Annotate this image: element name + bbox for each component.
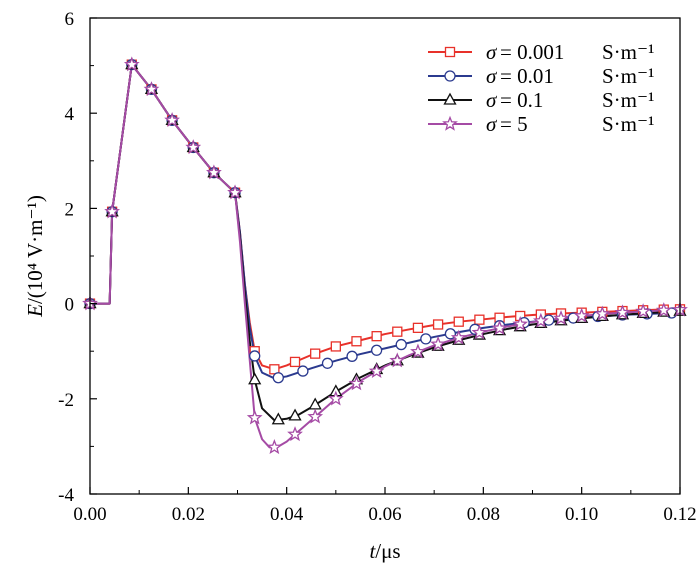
y-tick-label: 0 xyxy=(65,295,75,316)
series-2-point-12 xyxy=(321,357,334,369)
legend-item-2: σ = 0.01 S·m⁻¹ xyxy=(428,64,654,88)
series-4-point-3 xyxy=(123,56,140,72)
legend-value: = 0.001 xyxy=(500,40,564,64)
x-tick-label: 0.12 xyxy=(663,504,696,525)
x-tick-label: 0.04 xyxy=(270,504,304,525)
series-line-4 xyxy=(90,63,681,449)
legend-value: = 0.01 xyxy=(500,64,554,88)
legend-unit: S·m⁻¹ xyxy=(602,88,654,112)
series-1-point-20 xyxy=(474,314,485,325)
series-line-2 xyxy=(90,63,681,380)
series-4-point-7 xyxy=(206,164,222,180)
series-4-point-13 xyxy=(327,390,344,406)
series-4-point-9 xyxy=(246,409,263,425)
legend: σ = 0.001 S·m⁻¹σ = 0.01 S·m⁻¹σ = 0.1 S·m⁻¹σ = 5… xyxy=(428,40,654,136)
series-4-point-8 xyxy=(227,184,243,200)
series-4-point-25 xyxy=(573,307,590,323)
series-4-point-19 xyxy=(450,329,467,345)
series-1-point-11 xyxy=(289,356,301,368)
series-4-point-6 xyxy=(185,139,202,155)
x-tick-label: 0.06 xyxy=(368,504,401,525)
legend-value: = 0.1 xyxy=(500,88,543,112)
legend-marker xyxy=(443,92,457,105)
series-4-point-23 xyxy=(532,312,549,328)
series-1-point-19 xyxy=(453,316,464,327)
y-tick-label: 6 xyxy=(65,9,75,30)
series-3-point-9 xyxy=(248,372,262,385)
legend-marker xyxy=(442,115,458,131)
series-4-point-22 xyxy=(512,316,529,332)
x-tick-label: 0.10 xyxy=(565,504,598,525)
series-4-point-29 xyxy=(655,302,672,318)
series-1-point-18 xyxy=(432,319,444,330)
series-2-point-10 xyxy=(272,372,284,384)
legend-unit: S·m⁻¹ xyxy=(602,112,654,136)
series-2-point-9 xyxy=(249,350,261,362)
series-4-point-10 xyxy=(266,439,283,455)
series-4-point-20 xyxy=(471,324,488,340)
legend-unit: S·m⁻¹ xyxy=(602,40,654,64)
legend-symbol: σ xyxy=(486,88,498,112)
series-4-point-21 xyxy=(491,319,508,335)
series-4-point-17 xyxy=(410,343,426,359)
x-axis-label-variable: t xyxy=(369,539,376,563)
series-4-point-15 xyxy=(368,362,385,379)
x-tick-label: 0.08 xyxy=(467,504,500,525)
series-1-point-12 xyxy=(310,348,321,359)
y-tick-label: 4 xyxy=(65,104,75,125)
series-2-point-11 xyxy=(297,365,309,377)
y-axis-label-unit: /(10⁴ V·m⁻¹) xyxy=(23,195,47,304)
series-4-point-4 xyxy=(143,81,160,97)
series-4-point-28 xyxy=(635,303,652,319)
series-1-point-17 xyxy=(412,322,424,333)
series-3-point-10 xyxy=(271,412,285,425)
series-4-point-24 xyxy=(553,310,569,326)
series-4-point-2 xyxy=(104,203,121,219)
y-tick-label: -2 xyxy=(58,390,74,411)
y-axis-label: E/(10⁴ V·m⁻¹) xyxy=(23,195,47,318)
legend-marker xyxy=(444,46,456,58)
y-axis: -4 -2 0 2 4 6 xyxy=(58,9,97,506)
legend-marker xyxy=(444,70,456,82)
series-line-1 xyxy=(90,63,681,371)
y-tick-label: -4 xyxy=(58,485,74,506)
series-3-point-12 xyxy=(308,397,322,410)
legend-symbol: σ xyxy=(486,64,498,88)
y-axis-label-variable: E xyxy=(23,304,47,318)
x-axis-label-unit: /μs xyxy=(375,539,400,563)
legend-item-1: σ = 0.001 S·m⁻¹ xyxy=(428,40,654,64)
x-axis-label: t/μs xyxy=(369,539,400,563)
series-4-point-26 xyxy=(594,305,611,321)
y-tick-label: 2 xyxy=(65,199,75,220)
plot-frame xyxy=(89,17,681,495)
legend-symbol: σ xyxy=(486,112,498,136)
series-3-point-11 xyxy=(288,408,302,421)
legend-symbol: σ xyxy=(486,40,498,64)
series-1-point-15 xyxy=(371,331,382,342)
series-1-point-14 xyxy=(351,336,362,347)
series-4-point-5 xyxy=(164,112,180,128)
x-axis: 0.00 0.02 0.04 0.06 0.08 0.10 0.12 xyxy=(73,487,697,525)
series-2-point-15 xyxy=(395,338,407,351)
plot-area xyxy=(82,56,688,455)
series-4-point-18 xyxy=(430,335,446,351)
series-2-point-14 xyxy=(370,344,383,356)
series-2-point-16 xyxy=(420,333,432,345)
series-4-point-14 xyxy=(348,375,365,391)
series-4-point-16 xyxy=(389,352,406,368)
legend-item-4: σ = 5 S·m⁻¹ xyxy=(428,112,654,136)
series-1-point-13 xyxy=(330,341,341,352)
series-4-point-12 xyxy=(307,408,324,424)
legend-item-3: σ = 0.1 S·m⁻¹ xyxy=(428,88,654,112)
x-tick-label: 0.00 xyxy=(73,504,106,525)
series-2-point-13 xyxy=(346,350,358,362)
series-4-point-27 xyxy=(614,304,631,320)
series-4-point-11 xyxy=(287,426,303,442)
legend-unit: S·m⁻¹ xyxy=(602,64,654,88)
x-tick-label: 0.02 xyxy=(172,504,205,525)
series-1-point-16 xyxy=(392,326,403,337)
legend-value: = 5 xyxy=(500,112,528,136)
